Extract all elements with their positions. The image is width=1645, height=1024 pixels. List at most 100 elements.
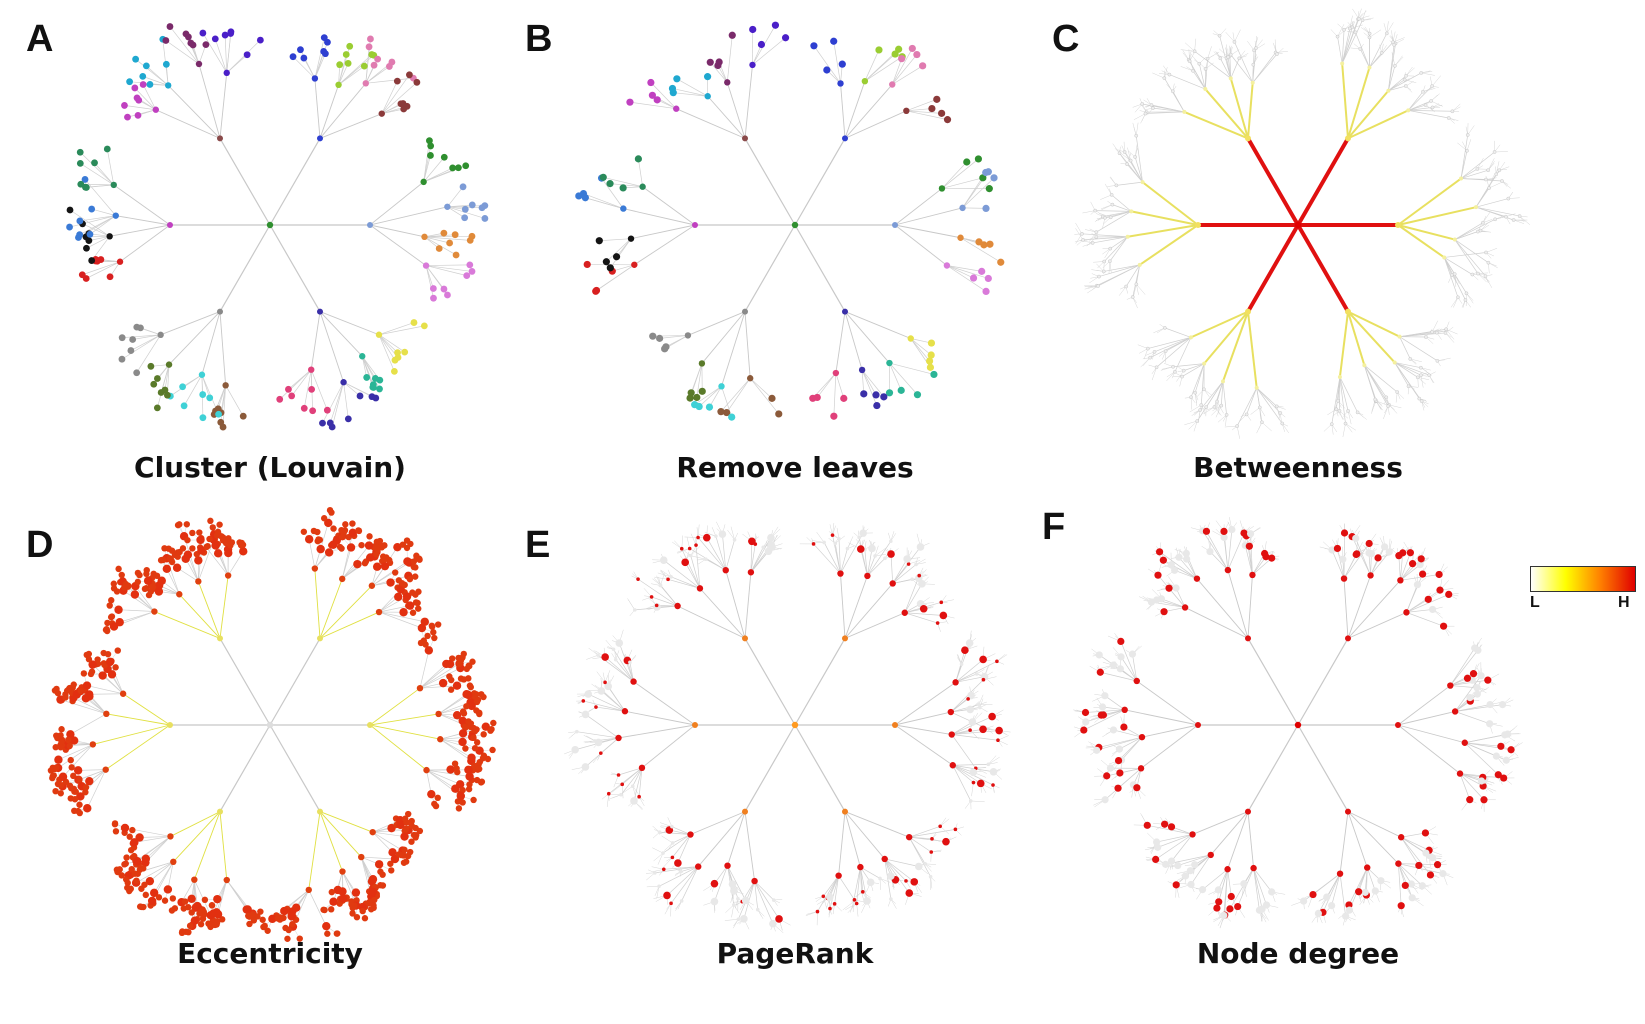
edge [119,224,171,263]
edge [1104,248,1111,259]
edge [1202,868,1228,890]
edge [1398,863,1413,898]
edge [423,156,445,183]
node [466,781,473,788]
node [601,653,609,661]
edge [142,84,157,110]
edge [58,744,93,761]
node [1154,571,1162,579]
edge [372,831,405,837]
edge [1397,724,1461,774]
edge [142,76,169,86]
edge [1247,574,1253,639]
node [1096,284,1100,288]
node [1099,711,1108,719]
node [632,608,637,612]
edge [1225,32,1235,43]
edge [1347,109,1409,140]
node [213,532,221,539]
edge [894,188,943,226]
node [621,708,629,715]
hub-node [217,808,223,815]
node [714,61,722,70]
node [581,710,590,719]
center-node [266,221,274,229]
node [1095,651,1103,659]
node [1245,542,1253,550]
node [1367,549,1375,558]
edge [816,531,825,543]
edge [319,811,343,872]
edge [1487,161,1495,171]
panel-e: E PageRank [525,500,1065,1000]
edge [1369,33,1388,68]
edge [744,224,796,312]
node [670,855,675,860]
node [604,682,613,691]
legend-low-label: L [1530,594,1540,611]
edge [1401,832,1426,838]
edge [744,311,751,379]
edges [578,25,1001,418]
node [663,891,671,900]
edge [419,685,458,689]
edge [1339,811,1349,874]
node [926,363,935,371]
edge [861,369,878,406]
hub-node [842,635,848,642]
node [459,183,467,191]
node [971,780,976,785]
edge [612,264,635,272]
node [1329,422,1334,426]
edge [1460,151,1495,179]
node [1154,843,1162,851]
node [1232,40,1237,44]
edge [955,676,985,683]
edge [308,811,321,890]
node [1348,26,1352,31]
edge [875,554,887,557]
node [54,755,63,764]
node [1451,708,1459,715]
node [1163,349,1168,353]
node [410,319,418,326]
edge [361,356,380,390]
node [1134,133,1139,138]
edge [910,338,932,356]
edge [672,88,708,97]
edge [1364,365,1389,407]
node [679,899,684,903]
node [136,866,144,873]
node [1171,364,1175,369]
edge [838,538,841,574]
node [196,529,203,536]
edge [853,867,861,902]
edge [1225,414,1227,427]
edge [1466,293,1474,304]
edge [314,568,321,639]
node [103,710,110,718]
node [1080,232,1084,236]
node [961,646,969,655]
edge [623,208,696,226]
edge [1460,168,1478,179]
edge [73,697,107,715]
hub-node [1345,308,1351,315]
node [771,898,776,902]
node [898,55,906,63]
edge [1230,54,1253,84]
edge [279,369,312,400]
edge [754,880,780,920]
edge [1083,709,1125,731]
node [1408,357,1413,361]
node [1417,396,1422,401]
node [1215,399,1219,404]
edge [172,811,221,863]
node [458,716,467,726]
node [446,765,455,774]
node [162,60,170,68]
node [157,557,165,564]
edge [861,369,865,394]
edge [892,65,923,85]
hub-node [892,222,898,228]
